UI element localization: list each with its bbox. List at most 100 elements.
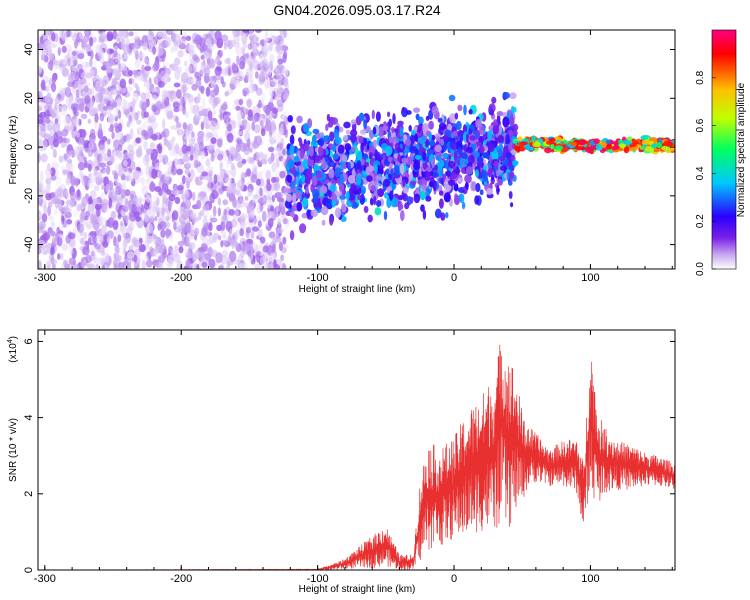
spectral-blob — [302, 197, 309, 208]
spectral-blob — [166, 30, 172, 36]
spectral-blob — [243, 149, 250, 155]
spectral-blob — [38, 50, 45, 56]
spectral-blob — [388, 118, 393, 128]
spectral-blob — [200, 54, 205, 60]
spectral-blob — [210, 137, 217, 145]
spectral-blob — [350, 119, 357, 125]
spectral-blob — [369, 151, 373, 159]
spectral-blob — [225, 65, 229, 76]
spectral-blob — [275, 206, 280, 213]
spectral-blob — [141, 259, 146, 269]
spectral-blob — [267, 218, 274, 228]
spectral-blob — [473, 150, 481, 158]
spectral-blob — [413, 160, 421, 171]
spectral-blob — [173, 221, 177, 231]
spectral-blob — [245, 52, 250, 59]
spectral-blob — [43, 204, 48, 215]
spectral-blob — [50, 246, 55, 256]
spectral-blob — [345, 129, 350, 135]
spectral-blob — [363, 119, 367, 129]
spectral-blob — [335, 136, 342, 145]
spectral-blob — [264, 38, 268, 50]
spectral-blob — [428, 132, 433, 142]
spectral-blob — [40, 153, 48, 163]
spectral-blob — [204, 116, 209, 124]
spectral-blob — [192, 54, 199, 61]
spectral-blob — [68, 164, 76, 172]
spectral-blob — [460, 152, 468, 160]
spectral-blob — [259, 187, 263, 197]
spectral-blob — [53, 208, 58, 216]
spectral-blob — [157, 170, 163, 178]
spectral-blob — [40, 102, 48, 112]
spectral-blob — [85, 254, 92, 264]
spectral-blob — [150, 121, 158, 130]
spectral-blob — [332, 193, 336, 202]
spectral-blob — [332, 153, 339, 160]
spectral-blob — [57, 200, 64, 212]
spectral-blob — [121, 230, 127, 239]
spectral-blob — [82, 35, 87, 47]
spectral-blob — [356, 150, 363, 161]
spectral-blob — [365, 166, 371, 176]
spectral-blob — [96, 215, 103, 224]
spectral-blob — [118, 30, 124, 38]
spectral-blob — [245, 226, 252, 234]
spectral-blob — [182, 122, 187, 130]
spectral-blob — [387, 156, 393, 163]
spectral-blob — [457, 130, 465, 138]
spectral-blob — [214, 156, 218, 162]
spectral-blob — [271, 78, 278, 88]
spectral-blob — [72, 106, 77, 115]
spectral-blob — [261, 210, 267, 222]
spectral-blob — [206, 165, 214, 176]
spectral-blob — [149, 142, 156, 149]
spectral-blob — [196, 114, 201, 120]
spectral-blob — [148, 208, 156, 219]
spectral-blob — [476, 141, 482, 147]
spectral-blob — [185, 258, 191, 268]
spectral-blob — [213, 97, 219, 107]
spectral-blob — [387, 111, 391, 118]
spectral-blob — [150, 115, 155, 124]
spectral-blob — [184, 60, 188, 67]
spectral-blob — [127, 101, 135, 112]
spectral-blob — [160, 229, 166, 239]
spectral-blob — [235, 105, 241, 111]
spectral-blob — [103, 140, 109, 149]
y-tick-label: 0 — [23, 144, 35, 150]
spectral-blob — [220, 221, 226, 231]
spectral-blob — [468, 128, 473, 135]
spectral-blob — [77, 79, 84, 85]
spectral-blob — [247, 188, 253, 197]
spectral-blob — [440, 178, 444, 185]
spectral-blob — [57, 253, 61, 260]
spectral-blob — [601, 141, 607, 148]
spectral-blob — [509, 92, 517, 100]
spectral-blob — [260, 236, 266, 244]
spectral-blob — [168, 193, 176, 202]
spectral-blob — [93, 167, 98, 176]
spectral-blob — [278, 241, 283, 251]
spectral-blob — [271, 176, 277, 184]
spectral-blob — [545, 140, 552, 145]
spectral-blob — [386, 168, 390, 175]
spectral-blob — [349, 134, 357, 143]
spectral-blob — [651, 143, 657, 149]
spectral-blob — [139, 51, 145, 60]
spectral-blob — [228, 209, 235, 216]
spectral-blob — [215, 122, 220, 130]
spectral-blob — [87, 202, 95, 213]
spectral-blob — [165, 227, 170, 239]
spectral-blob — [228, 250, 237, 262]
spectral-blob — [68, 245, 74, 256]
spectral-blob — [50, 191, 56, 198]
spectral-blob — [76, 188, 81, 198]
spectral-blob — [401, 106, 406, 113]
spectral-blob — [247, 109, 253, 118]
spectral-blob — [244, 195, 249, 201]
spectral-blob — [277, 81, 282, 92]
spectral-blob — [57, 46, 61, 56]
spectral-blob — [247, 43, 253, 51]
spectral-blob — [45, 243, 53, 249]
